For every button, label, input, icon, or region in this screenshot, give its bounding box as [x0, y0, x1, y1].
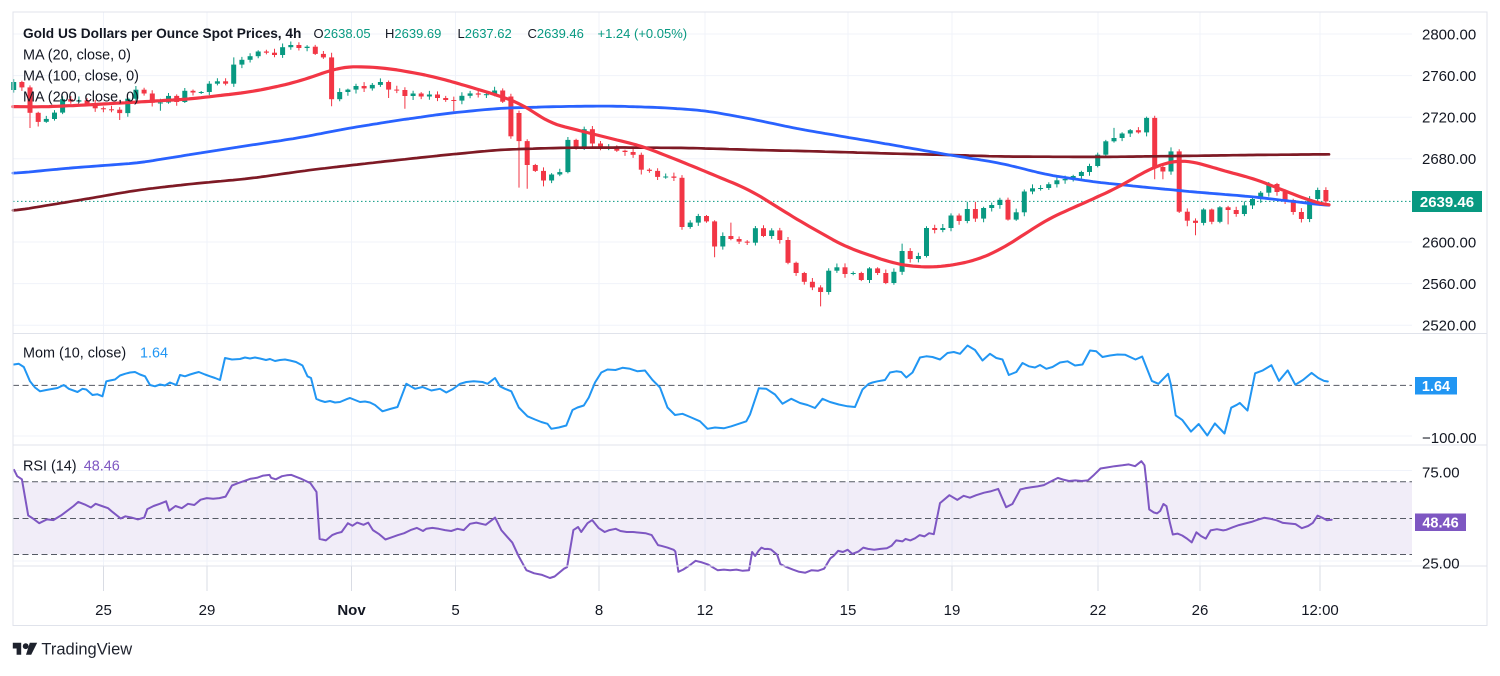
svg-text:L2637.62: L2637.62 [458, 26, 512, 41]
svg-text:2760.00: 2760.00 [1422, 68, 1476, 85]
svg-text:5: 5 [451, 602, 459, 619]
svg-text:2639.46: 2639.46 [1420, 194, 1474, 211]
svg-text:O2638.05: O2638.05 [314, 26, 371, 41]
svg-text:+1.24 (+0.05%): +1.24 (+0.05%) [598, 26, 688, 41]
svg-text:H2639.69: H2639.69 [385, 26, 441, 41]
svg-text:MA (100, close, 0): MA (100, close, 0) [23, 69, 139, 85]
svg-text:Gold US Dollars per Ounce Spot: Gold US Dollars per Ounce Spot Prices, 4… [23, 26, 301, 41]
svg-text:75.00: 75.00 [1422, 464, 1460, 481]
svg-text:Mom (10, close): Mom (10, close) [23, 345, 126, 361]
svg-text:48.46: 48.46 [1422, 515, 1458, 531]
svg-text:MA (20, close, 0): MA (20, close, 0) [23, 48, 131, 64]
svg-text:22: 22 [1090, 602, 1107, 619]
svg-text:15: 15 [840, 602, 857, 619]
svg-text:12:00: 12:00 [1301, 602, 1339, 619]
svg-text:−100.00: −100.00 [1422, 430, 1477, 447]
svg-text:RSI (14): RSI (14) [23, 458, 77, 474]
svg-text:12: 12 [697, 602, 714, 619]
svg-text:19: 19 [944, 602, 961, 619]
svg-text:26: 26 [1192, 602, 1209, 619]
svg-text:Nov: Nov [337, 602, 366, 619]
svg-text:1.64: 1.64 [1422, 379, 1450, 395]
svg-text:29: 29 [199, 602, 216, 619]
svg-text:25.00: 25.00 [1422, 555, 1460, 572]
svg-text:8: 8 [595, 602, 603, 619]
svg-text:MA (200, close, 0): MA (200, close, 0) [23, 90, 139, 106]
svg-text:1.64: 1.64 [140, 345, 168, 361]
svg-text:C2639.46: C2639.46 [528, 26, 584, 41]
svg-text:2720.00: 2720.00 [1422, 110, 1476, 127]
svg-text:2560.00: 2560.00 [1422, 276, 1476, 293]
svg-text:TradingView: TradingView [41, 641, 132, 659]
svg-text:2600.00: 2600.00 [1422, 234, 1476, 251]
svg-text:2680.00: 2680.00 [1422, 151, 1476, 168]
svg-text:48.46: 48.46 [84, 458, 120, 474]
svg-text:2800.00: 2800.00 [1422, 26, 1476, 43]
svg-text:25: 25 [95, 602, 112, 619]
svg-text:2520.00: 2520.00 [1422, 318, 1476, 335]
